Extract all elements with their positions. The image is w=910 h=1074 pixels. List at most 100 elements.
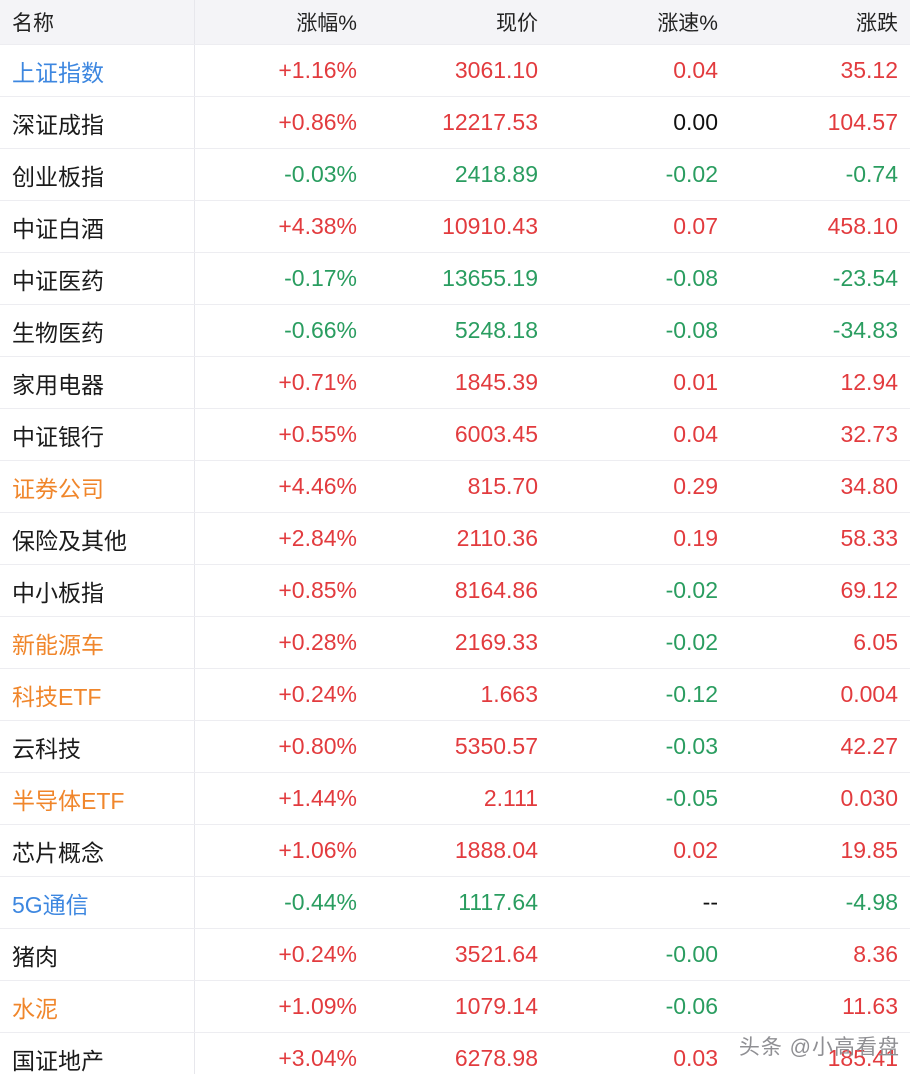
speed-percent: 0.03 — [673, 1045, 718, 1071]
table-row[interactable]: 水泥 +1.09% 1079.14 -0.06 11.63 — [0, 981, 910, 1033]
table-row[interactable]: 中证医药 -0.17% 13655.19 -0.08 -23.54 — [0, 253, 910, 305]
change-amount: 42.27 — [840, 733, 898, 759]
stock-name: 中证银行 — [0, 409, 195, 460]
change-amount: -34.83 — [832, 317, 898, 343]
speed-percent: -0.02 — [665, 629, 718, 655]
change-percent: -0.44% — [284, 889, 357, 915]
current-price: 1.663 — [480, 681, 538, 707]
change-amount: 104.57 — [827, 109, 898, 135]
change-amount: 0.030 — [840, 785, 898, 811]
current-price: 2169.33 — [454, 629, 538, 655]
stock-name: 中证白酒 — [0, 201, 195, 252]
speed-percent: 0.04 — [673, 421, 718, 447]
table-body: 上证指数 +1.16% 3061.10 0.04 35.12 深证成指 +0.8… — [0, 45, 910, 1074]
speed-percent: -0.03 — [665, 733, 718, 759]
speed-percent: -- — [702, 889, 718, 915]
change-amount: 12.94 — [840, 369, 898, 395]
current-price: 5350.57 — [454, 733, 538, 759]
change-amount: 69.12 — [840, 577, 898, 603]
current-price: 2.111 — [483, 785, 538, 811]
change-amount: 6.05 — [853, 629, 898, 655]
change-amount: 458.10 — [827, 213, 898, 239]
current-price: 3521.64 — [454, 941, 538, 967]
column-header-change-amount[interactable]: 涨跌 — [856, 12, 898, 35]
change-amount: 34.80 — [840, 473, 898, 499]
change-amount: 0.004 — [840, 681, 898, 707]
current-price: 2110.36 — [456, 525, 538, 551]
stock-name: 中证医药 — [0, 253, 195, 304]
change-amount: 8.36 — [853, 941, 898, 967]
change-percent: -0.17% — [284, 265, 357, 291]
table-row[interactable]: 中证银行 +0.55% 6003.45 0.04 32.73 — [0, 409, 910, 461]
speed-percent: 0.01 — [673, 369, 718, 395]
change-amount: 11.63 — [842, 993, 898, 1019]
table-row[interactable]: 新能源车 +0.28% 2169.33 -0.02 6.05 — [0, 617, 910, 669]
table-row[interactable]: 深证成指 +0.86% 12217.53 0.00 104.57 — [0, 97, 910, 149]
table-row[interactable]: 证券公司 +4.46% 815.70 0.29 34.80 — [0, 461, 910, 513]
change-percent: +3.04% — [278, 1045, 357, 1071]
stock-name: 家用电器 — [0, 357, 195, 408]
speed-percent: -0.12 — [665, 681, 718, 707]
speed-percent: 0.29 — [673, 473, 718, 499]
change-percent: +0.24% — [278, 941, 357, 967]
table-row[interactable]: 生物医药 -0.66% 5248.18 -0.08 -34.83 — [0, 305, 910, 357]
table-row[interactable]: 家用电器 +0.71% 1845.39 0.01 12.94 — [0, 357, 910, 409]
speed-percent: 0.00 — [673, 109, 718, 135]
table-row[interactable]: 半导体ETF +1.44% 2.111 -0.05 0.030 — [0, 773, 910, 825]
change-percent: +0.55% — [278, 421, 357, 447]
speed-percent: -0.02 — [665, 161, 718, 187]
current-price: 1079.14 — [454, 993, 538, 1019]
table-row[interactable]: 上证指数 +1.16% 3061.10 0.04 35.12 — [0, 45, 910, 97]
stock-name: 深证成指 — [0, 97, 195, 148]
stock-name: 芯片概念 — [0, 825, 195, 876]
change-percent: +1.44% — [278, 785, 357, 811]
stock-name: 中小板指 — [0, 565, 195, 616]
change-percent: +0.24% — [278, 681, 357, 707]
current-price: 1845.39 — [454, 369, 538, 395]
stock-name: 新能源车 — [0, 617, 195, 668]
table-row[interactable]: 芯片概念 +1.06% 1888.04 0.02 19.85 — [0, 825, 910, 877]
current-price: 10910.43 — [442, 213, 538, 239]
table-row[interactable]: 中小板指 +0.85% 8164.86 -0.02 69.12 — [0, 565, 910, 617]
table-row[interactable]: 科技ETF +0.24% 1.663 -0.12 0.004 — [0, 669, 910, 721]
change-amount: 58.33 — [840, 525, 898, 551]
column-header-change-percent[interactable]: 涨幅% — [296, 12, 357, 35]
table-row[interactable]: 猪肉 +0.24% 3521.64 -0.00 8.36 — [0, 929, 910, 981]
stock-name: 创业板指 — [0, 149, 195, 200]
table-row[interactable]: 国证地产 +3.04% 6278.98 0.03 185.41 — [0, 1033, 910, 1074]
current-price: 5248.18 — [454, 317, 538, 343]
table-row[interactable]: 保险及其他 +2.84% 2110.36 0.19 58.33 — [0, 513, 910, 565]
speed-percent: -0.08 — [665, 265, 718, 291]
table-row[interactable]: 创业板指 -0.03% 2418.89 -0.02 -0.74 — [0, 149, 910, 201]
stock-name: 水泥 — [0, 981, 195, 1032]
column-header-name[interactable]: 名称 — [0, 0, 195, 44]
current-price: 6003.45 — [454, 421, 538, 447]
current-price: 815.70 — [467, 473, 538, 499]
stock-name: 保险及其他 — [0, 513, 195, 564]
change-amount: 19.85 — [840, 837, 898, 863]
speed-percent: -0.00 — [665, 941, 718, 967]
table-row[interactable]: 中证白酒 +4.38% 10910.43 0.07 458.10 — [0, 201, 910, 253]
stock-name: 云科技 — [0, 721, 195, 772]
current-price: 13655.19 — [442, 265, 538, 291]
stock-name: 生物医药 — [0, 305, 195, 356]
change-percent: +1.16% — [278, 57, 357, 83]
stock-name: 猪肉 — [0, 929, 195, 980]
table-header-row: 名称 涨幅% 现价 涨速% 涨跌 — [0, 0, 910, 45]
current-price: 1117.64 — [458, 889, 538, 915]
current-price: 6278.98 — [454, 1045, 538, 1071]
stock-name: 国证地产 — [0, 1033, 195, 1074]
column-header-speed-percent[interactable]: 涨速% — [657, 12, 718, 35]
table-row[interactable]: 云科技 +0.80% 5350.57 -0.03 42.27 — [0, 721, 910, 773]
change-percent: +1.09% — [278, 993, 357, 1019]
current-price: 12217.53 — [442, 109, 538, 135]
change-percent: +0.86% — [278, 109, 357, 135]
speed-percent: 0.02 — [673, 837, 718, 863]
change-percent: +0.71% — [278, 369, 357, 395]
change-amount: 185.41 — [827, 1045, 898, 1071]
change-amount: -0.74 — [845, 161, 898, 187]
table-row[interactable]: 5G通信 -0.44% 1117.64 -- -4.98 — [0, 877, 910, 929]
column-header-current-price[interactable]: 现价 — [496, 12, 538, 35]
stock-name: 半导体ETF — [0, 773, 195, 824]
